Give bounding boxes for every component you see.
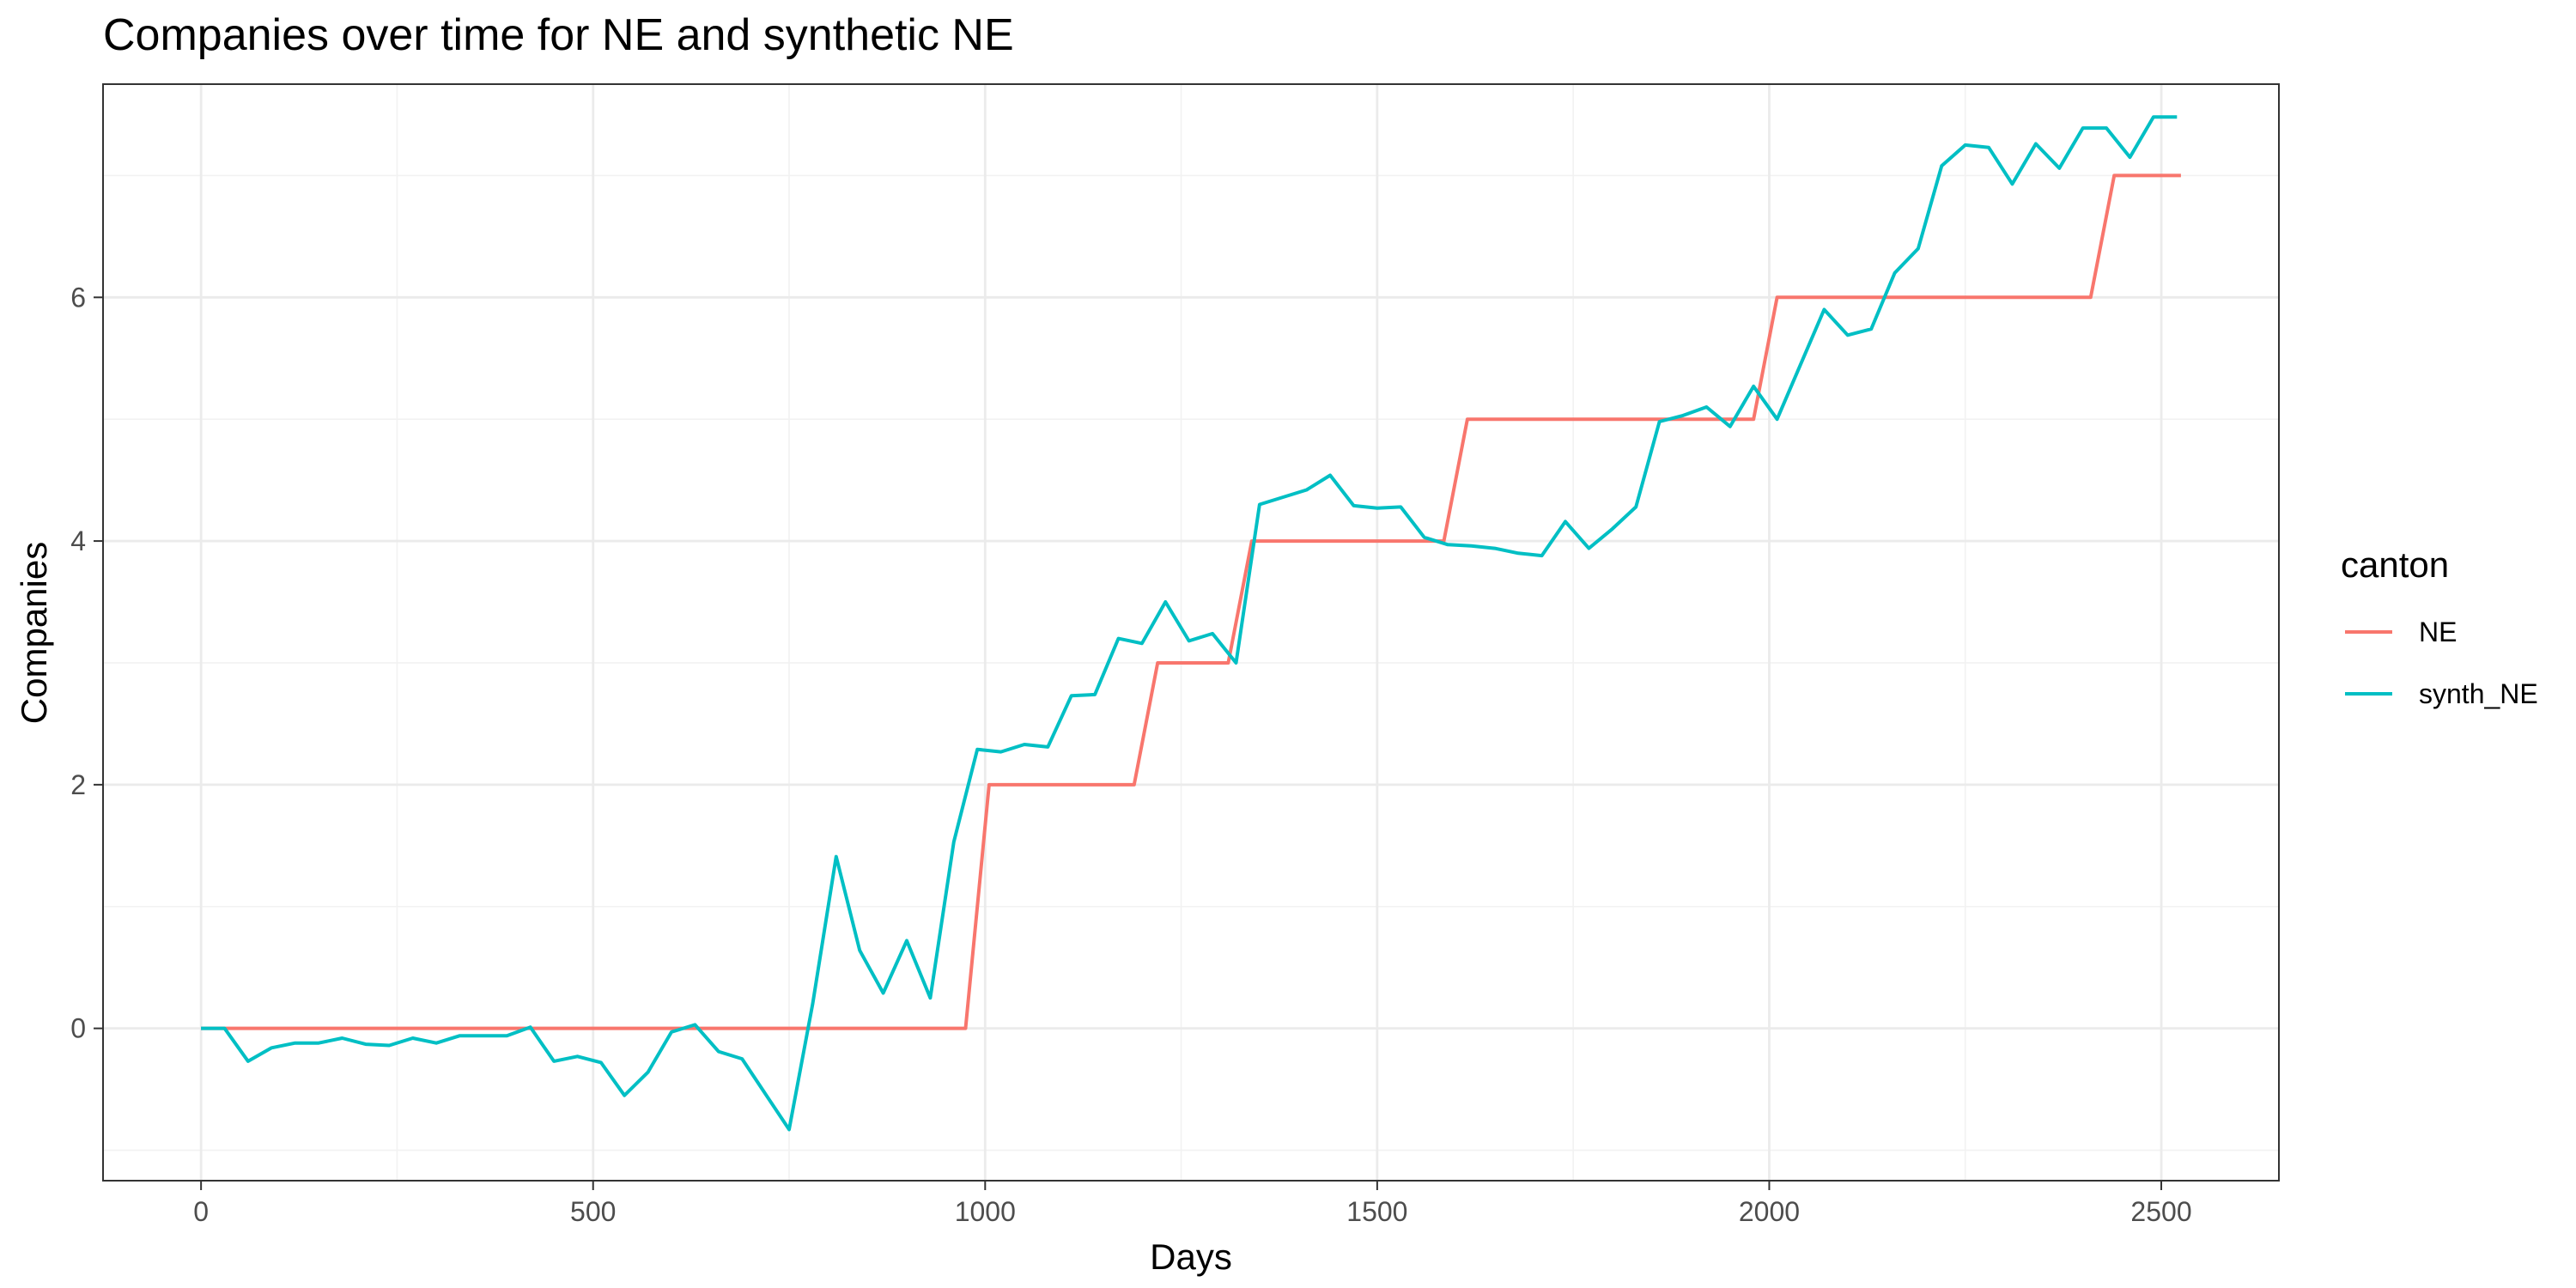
y-axis-title: Companies — [14, 542, 54, 724]
axis-ticks: 0 500 1000 1500 2000 2500 0 2 4 6 — [70, 282, 2191, 1227]
y-tick-label: 6 — [70, 282, 86, 313]
x-tick-label: 1000 — [955, 1196, 1016, 1227]
legend-item-synth-ne: synth_NE — [2345, 678, 2538, 709]
x-tick-label: 0 — [193, 1196, 209, 1227]
plot-panel-background — [103, 84, 2279, 1181]
legend: canton NE synth_NE — [2341, 544, 2538, 709]
x-axis-title: Days — [1150, 1236, 1232, 1277]
y-tick-label: 2 — [70, 769, 86, 800]
grid — [103, 84, 2279, 1181]
x-tick-label: 1500 — [1346, 1196, 1407, 1227]
legend-item-ne: NE — [2345, 617, 2457, 647]
x-tick-label: 500 — [570, 1196, 616, 1227]
y-tick-label: 0 — [70, 1013, 86, 1044]
series-line-synth-ne — [201, 115, 2178, 1132]
y-tick-label: 4 — [70, 526, 86, 556]
x-tick-label: 2500 — [2130, 1196, 2191, 1227]
x-tick-label: 2000 — [1739, 1196, 1800, 1227]
legend-title: canton — [2341, 544, 2449, 585]
legend-label-synth-ne: synth_NE — [2419, 678, 2538, 709]
chart-title: Companies over time for NE and synthetic… — [103, 10, 1014, 60]
series-line-ne — [201, 173, 2181, 1030]
legend-label-ne: NE — [2419, 617, 2457, 647]
series-layer — [201, 115, 2181, 1132]
plot-panel-border — [102, 83, 2280, 1182]
